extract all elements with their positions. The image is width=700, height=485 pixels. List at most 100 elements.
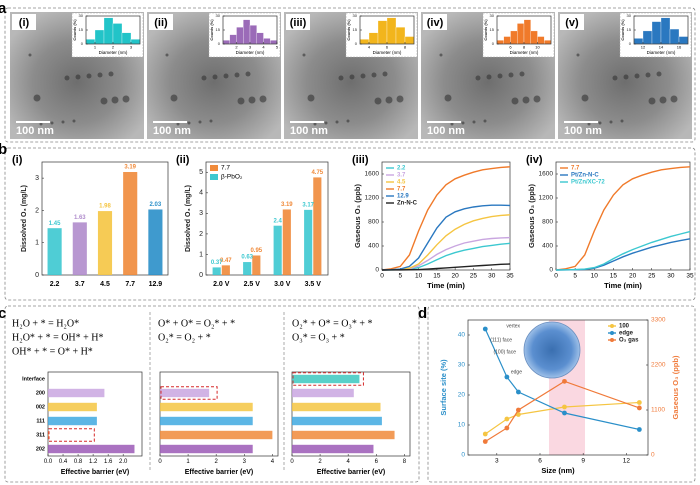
x-tick-label: 0 <box>290 459 294 465</box>
legend-label: Pt/Zn/XC-72 <box>571 180 605 186</box>
y-tick-label: 400 <box>368 243 379 250</box>
point <box>516 407 521 413</box>
x-tick-label: 15 <box>433 273 441 280</box>
particle <box>581 94 589 102</box>
histogram-bar <box>633 38 644 45</box>
bar <box>292 388 354 398</box>
y-tick-label: 30 <box>79 13 84 18</box>
x-tick-label: 0 <box>554 273 558 280</box>
x-tick-label: 0.4 <box>59 459 68 465</box>
x-tick-label: 8 <box>404 45 407 50</box>
y-axis-label: Surface site (%) <box>439 359 448 416</box>
x-axis-label: Effective barrier (eV) <box>185 469 253 476</box>
axes-frame <box>159 371 279 457</box>
x-tick-label: 1.6 <box>104 459 113 465</box>
x-tick-label: 14 <box>659 45 664 50</box>
particle <box>209 119 213 123</box>
bar <box>160 388 210 398</box>
scale-bar-label: 100 nm <box>427 125 465 137</box>
particle <box>659 96 667 104</box>
x-tick-label: 15 <box>610 273 618 280</box>
x-axis-label: Diameter (nm) <box>99 50 128 55</box>
x-axis-label: Effective barrier (eV) <box>61 469 129 476</box>
particle <box>533 95 541 103</box>
particle <box>587 122 591 126</box>
panel-c-border <box>4 305 420 483</box>
y-tick-label: 30 <box>216 13 221 18</box>
x-tick-label: 5 <box>398 273 402 280</box>
tem-label: (iv) <box>427 17 444 29</box>
histogram-bar <box>236 27 244 45</box>
y-axis-label: Dissolved O₃ (mg/L) <box>185 185 192 252</box>
x-tick-label: 3 <box>249 45 252 50</box>
y-axis-label: Dissolved O₃ (mg/L) <box>21 185 28 252</box>
y-tick-label: 15 <box>216 27 221 32</box>
legend-label: 7.7 <box>221 165 230 172</box>
bar <box>243 262 252 275</box>
chart-label: (i) <box>12 154 23 166</box>
equation: OH* + * = O* + H* <box>12 346 93 357</box>
histogram-bar <box>517 23 525 45</box>
particle <box>371 72 377 78</box>
bar <box>252 255 261 275</box>
x-tick-label: 25 <box>470 273 478 280</box>
x-axis-label: Time (min) <box>604 281 642 290</box>
y-tick-label: 0 <box>629 41 632 46</box>
particle <box>313 122 317 126</box>
value-label: 0.47 <box>220 258 232 264</box>
histogram-bar <box>395 27 406 45</box>
histogram-bar <box>85 39 96 45</box>
legend-label: β-PbO₂ <box>221 174 243 181</box>
histogram-bar <box>386 17 397 45</box>
panel-b-border <box>4 147 696 301</box>
x-tick-label: 2 <box>235 45 238 50</box>
x-tick-label: 9 <box>581 458 585 465</box>
x-tick-label: 1.2 <box>89 459 98 465</box>
y-tick-label: 20 <box>458 392 466 399</box>
y-tick-label: 30 <box>353 13 358 18</box>
x-tick-label: 0 <box>380 273 384 280</box>
particle <box>61 120 65 124</box>
particle <box>461 121 465 125</box>
panel-d-border <box>427 305 696 483</box>
x-tick-label: 5 <box>573 273 577 280</box>
x-tick-label: 25 <box>648 273 656 280</box>
histogram-bar <box>130 39 141 45</box>
x-tick-label: 6 <box>386 45 389 50</box>
y-tick-label: 0 <box>375 267 379 274</box>
particle <box>64 75 70 81</box>
particle <box>612 75 618 81</box>
category-label: Interface <box>22 376 45 382</box>
x-tick-label: 4 <box>347 459 351 465</box>
histogram-bar <box>270 40 278 45</box>
particle <box>396 95 404 103</box>
series-line <box>381 263 511 271</box>
bar <box>160 402 253 412</box>
x-tick-label: 35 <box>686 273 694 280</box>
particle <box>374 97 382 105</box>
y-tick-label: 30 <box>458 362 466 369</box>
x-tick-label: 35 <box>506 273 514 280</box>
particle <box>444 94 452 102</box>
point <box>562 410 567 416</box>
y-tick-label: 2200 <box>651 362 666 369</box>
point <box>482 439 488 444</box>
histogram-bar <box>669 28 680 45</box>
chart-label: (iii) <box>352 154 369 166</box>
bar <box>292 430 395 440</box>
bar <box>282 209 291 275</box>
bar <box>148 209 163 275</box>
y-tick-label: 15 <box>490 27 495 32</box>
x-tick-label: 12 <box>623 458 631 465</box>
category-label: 202 <box>36 446 45 452</box>
point <box>636 405 642 411</box>
particle <box>108 71 114 77</box>
bar <box>48 430 49 440</box>
histogram-bar <box>359 39 370 45</box>
x-tick-label: 2.2 <box>50 281 60 288</box>
histogram-bar <box>503 36 511 45</box>
point <box>504 416 510 422</box>
y-axis-label: Counts (%) <box>620 19 625 41</box>
axes-frame <box>381 161 511 271</box>
y-tick-label: 2 <box>35 207 39 214</box>
